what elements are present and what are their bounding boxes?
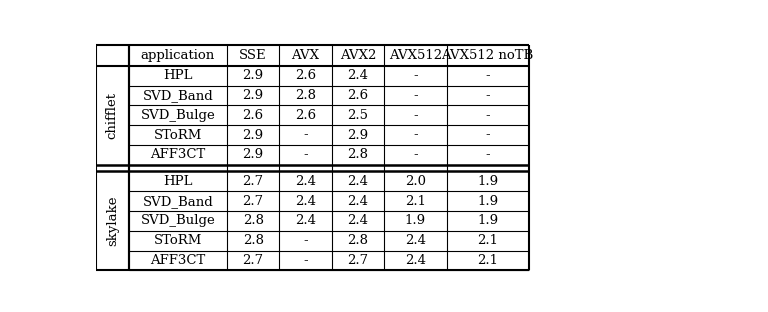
Text: 2.4: 2.4 <box>295 175 316 188</box>
Text: 2.5: 2.5 <box>347 109 369 122</box>
Text: AVX512 noTB: AVX512 noTB <box>442 49 534 62</box>
Text: 2.4: 2.4 <box>347 69 369 82</box>
Text: -: - <box>485 89 490 102</box>
Text: -: - <box>485 69 490 82</box>
Text: -: - <box>485 109 490 122</box>
Text: -: - <box>413 89 418 102</box>
Text: SVD_Bulge: SVD_Bulge <box>141 109 215 122</box>
Text: SVD_Bulge: SVD_Bulge <box>141 214 215 227</box>
Text: skylake: skylake <box>106 196 119 246</box>
Text: 2.6: 2.6 <box>243 109 263 122</box>
Text: AFF3CT: AFF3CT <box>151 254 206 267</box>
Text: HPL: HPL <box>163 175 193 188</box>
Text: 2.4: 2.4 <box>295 214 316 227</box>
Text: SVD_Band: SVD_Band <box>143 195 214 208</box>
Text: -: - <box>303 149 308 161</box>
Text: 2.6: 2.6 <box>347 89 369 102</box>
Text: 1.9: 1.9 <box>405 214 426 227</box>
Text: 2.4: 2.4 <box>347 214 369 227</box>
Text: SVD_Band: SVD_Band <box>143 89 214 102</box>
Text: -: - <box>485 129 490 142</box>
Text: 2.8: 2.8 <box>295 89 316 102</box>
Text: 2.8: 2.8 <box>243 214 263 227</box>
Text: AVX2: AVX2 <box>339 49 376 62</box>
Bar <box>96 165 528 172</box>
Text: -: - <box>303 234 308 247</box>
Text: -: - <box>303 129 308 142</box>
Text: 2.9: 2.9 <box>243 149 263 161</box>
Text: 2.6: 2.6 <box>295 109 316 122</box>
Text: -: - <box>413 129 418 142</box>
Text: 2.0: 2.0 <box>405 175 425 188</box>
Text: 1.9: 1.9 <box>477 214 498 227</box>
Text: -: - <box>485 149 490 161</box>
Text: 2.7: 2.7 <box>243 175 263 188</box>
Text: 2.1: 2.1 <box>477 254 498 267</box>
Text: application: application <box>141 49 215 62</box>
Text: 2.4: 2.4 <box>347 175 369 188</box>
Text: 2.9: 2.9 <box>243 69 263 82</box>
Text: 2.9: 2.9 <box>243 129 263 142</box>
Text: 2.4: 2.4 <box>295 195 316 208</box>
Text: -: - <box>413 69 418 82</box>
Text: HPL: HPL <box>163 69 193 82</box>
Text: SToRM: SToRM <box>154 234 202 247</box>
Text: -: - <box>303 254 308 267</box>
Text: SToRM: SToRM <box>154 129 202 142</box>
Text: 2.8: 2.8 <box>347 234 369 247</box>
Text: 2.8: 2.8 <box>347 149 369 161</box>
Text: -: - <box>413 109 418 122</box>
Text: 2.4: 2.4 <box>405 234 425 247</box>
Text: 2.8: 2.8 <box>243 234 263 247</box>
Text: chifflet: chifflet <box>106 92 119 139</box>
Text: AFF3CT: AFF3CT <box>151 149 206 161</box>
Text: 2.6: 2.6 <box>295 69 316 82</box>
Text: 2.4: 2.4 <box>405 254 425 267</box>
Text: 2.1: 2.1 <box>477 234 498 247</box>
Text: 2.9: 2.9 <box>243 89 263 102</box>
Text: 1.9: 1.9 <box>477 175 498 188</box>
Text: 2.4: 2.4 <box>347 195 369 208</box>
Text: SSE: SSE <box>240 49 267 62</box>
Text: AVX: AVX <box>292 49 319 62</box>
Text: AVX512: AVX512 <box>389 49 442 62</box>
Text: 2.7: 2.7 <box>347 254 369 267</box>
Text: 2.9: 2.9 <box>347 129 369 142</box>
Text: 2.1: 2.1 <box>405 195 425 208</box>
Text: 1.9: 1.9 <box>477 195 498 208</box>
Text: -: - <box>413 149 418 161</box>
Text: 2.7: 2.7 <box>243 195 263 208</box>
Text: 2.7: 2.7 <box>243 254 263 267</box>
